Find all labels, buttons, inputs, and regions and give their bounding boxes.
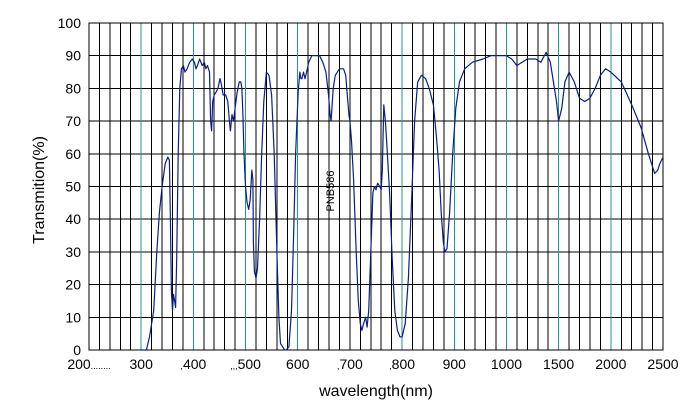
y-tick-label: 40 bbox=[65, 211, 81, 227]
x-tick-value: 1000 bbox=[491, 356, 522, 372]
y-tick-label: 70 bbox=[65, 113, 81, 129]
x-tick-value: 300 bbox=[130, 356, 154, 372]
x-tick-labels: 200........ 300,400 ,,,500 600,700,800 900 10… bbox=[67, 356, 678, 372]
x-tick-label: 1500 bbox=[543, 356, 574, 372]
y-tick-labels: 0 10 20 30 40 50 60 70 80 90 100 bbox=[58, 15, 82, 358]
x-tick-label: 300 bbox=[130, 356, 154, 372]
x-tick-label: 200........ bbox=[67, 356, 110, 372]
x-tick-label: 1000 bbox=[491, 356, 522, 372]
x-tick-label: 2000 bbox=[595, 356, 626, 372]
x-tick-value: 700 bbox=[339, 356, 363, 372]
x-tick-label: ,700 bbox=[337, 356, 363, 372]
x-tick-value: 500 bbox=[238, 356, 262, 372]
y-tick-label: 100 bbox=[58, 15, 82, 31]
x-tick-value: 2500 bbox=[647, 356, 678, 372]
transmission-line bbox=[141, 51, 664, 351]
x-tick-value: 600 bbox=[286, 356, 310, 372]
x-tick-label: 2500 bbox=[647, 356, 678, 372]
x-tick-prefix: ,,, bbox=[230, 361, 238, 371]
grid-layer bbox=[88, 22, 664, 351]
x-tick-value: 2000 bbox=[595, 356, 626, 372]
y-tick-label: 50 bbox=[65, 179, 81, 195]
y-tick-label: 20 bbox=[65, 277, 81, 293]
x-tick-prefix: , bbox=[337, 361, 340, 371]
x-tick-label: ,800 bbox=[389, 356, 415, 372]
x-tick-prefix: , bbox=[180, 361, 183, 371]
x-tick-suffix: ........ bbox=[91, 361, 111, 371]
x-tick-prefix: , bbox=[389, 361, 392, 371]
plot-frame bbox=[88, 22, 664, 351]
y-tick-label: 0 bbox=[73, 342, 81, 358]
x-tick-label: 900 bbox=[443, 356, 467, 372]
y-tick-label: 80 bbox=[65, 80, 81, 96]
x-tick-value: 800 bbox=[392, 356, 416, 372]
x-tick-label: 600 bbox=[286, 356, 310, 372]
y-axis-label: Transmition(%) bbox=[31, 136, 48, 244]
x-tick-value: 400 bbox=[183, 356, 207, 372]
y-tick-label: 90 bbox=[65, 48, 81, 64]
x-tick-value: 900 bbox=[443, 356, 467, 372]
x-tick-value: 1500 bbox=[543, 356, 574, 372]
series-layer bbox=[141, 51, 664, 351]
y-tick-label: 60 bbox=[65, 146, 81, 162]
x-tick-value: 200 bbox=[67, 356, 91, 372]
x-axis-label: wavelength(nm) bbox=[318, 383, 433, 400]
x-tick-label: ,400 bbox=[180, 356, 206, 372]
sample-annotation: PNB586 bbox=[325, 171, 337, 212]
x-tick-label: ,,,500 bbox=[230, 356, 261, 372]
y-tick-label: 30 bbox=[65, 244, 81, 260]
y-tick-label: 10 bbox=[65, 309, 81, 325]
